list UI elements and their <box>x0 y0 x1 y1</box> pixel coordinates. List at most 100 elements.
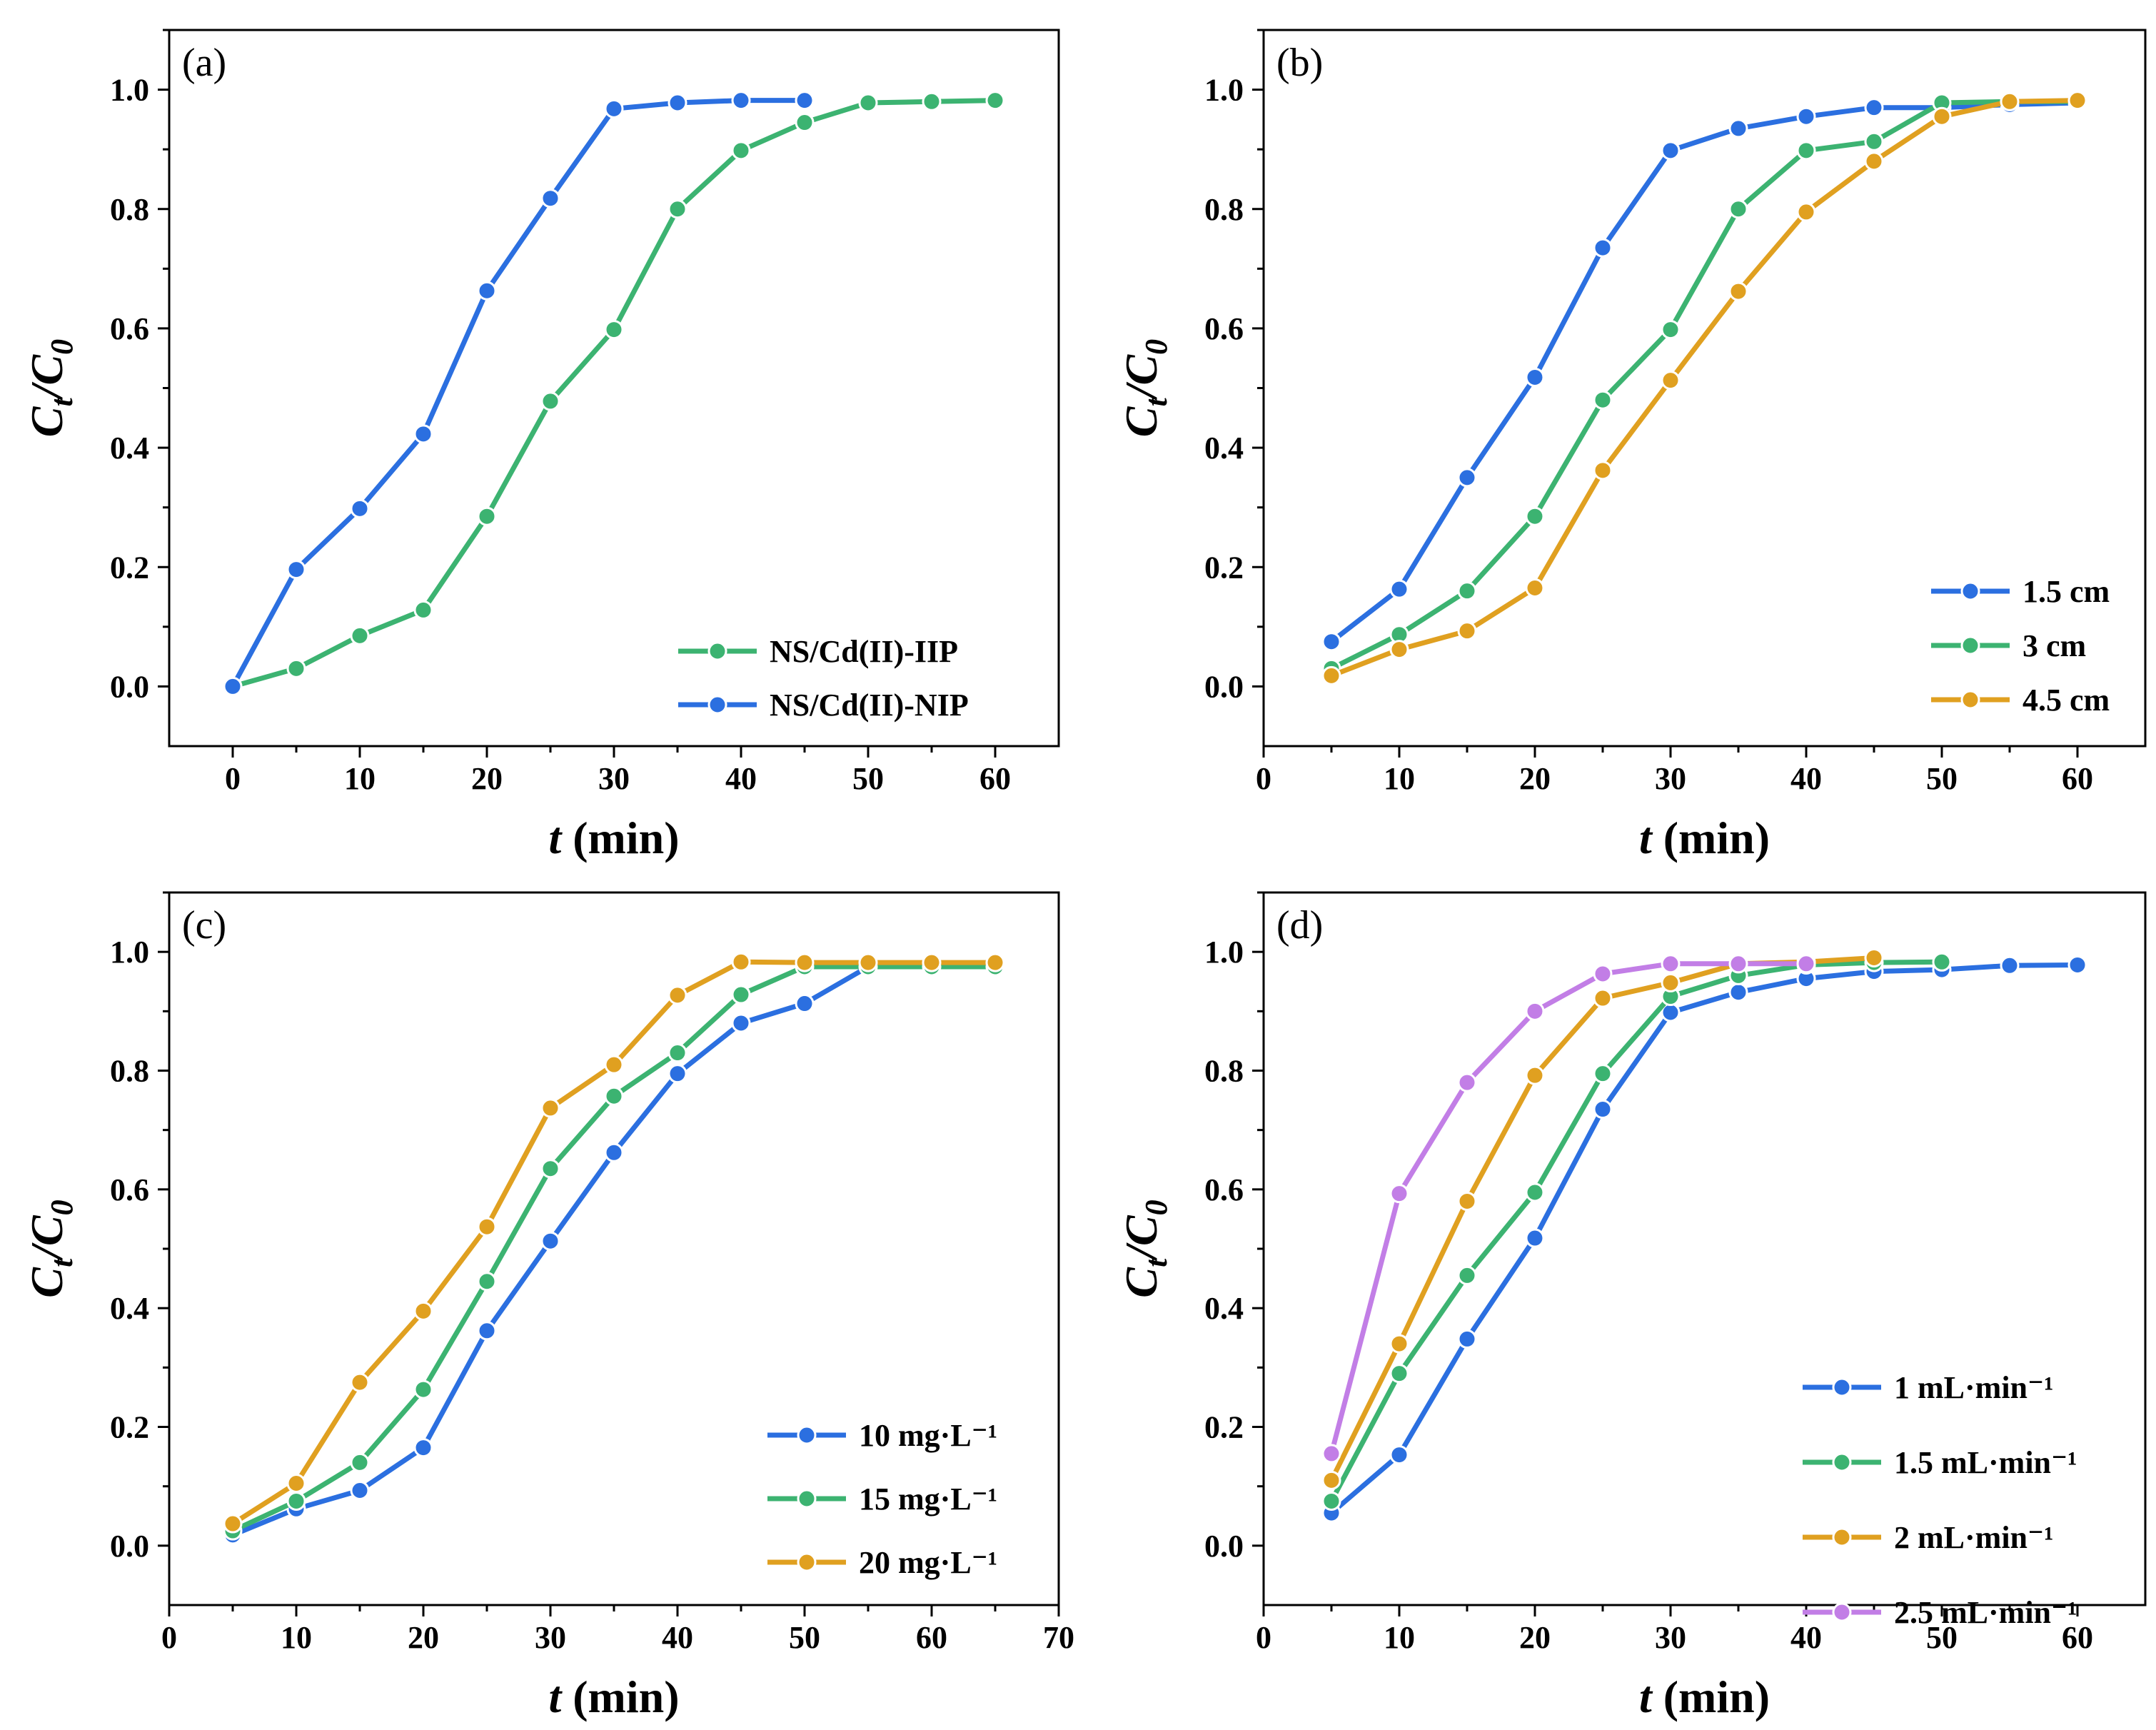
x-axis-title: t (min) <box>548 1671 679 1722</box>
data-point <box>2000 91 2020 111</box>
data-point <box>1728 982 1748 1002</box>
data-point <box>1593 461 1613 481</box>
data-point <box>1525 506 1545 526</box>
legend: NS/Cd(II)-IIP NS/Cd(II)-NIP <box>678 634 969 723</box>
series-4 <box>1321 954 1816 1464</box>
panel-b: 0 10 20 30 40 50 60 0.0 0.2 0.4 0.6 0.8 1.0 (b) t (min… <box>1116 29 2147 863</box>
x-tick-label: 60 <box>916 1620 947 1655</box>
series-1 <box>1321 955 2087 1523</box>
x-tick-label: 40 <box>725 761 757 796</box>
y-tick-label: 0.4 <box>110 431 149 466</box>
x-tick-label: 0 <box>1256 761 1271 796</box>
data-point <box>1593 1064 1613 1084</box>
data-point <box>1661 141 1681 161</box>
panel-d: 0 10 20 30 40 50 60 0.0 0.2 0.4 0.6 0.8 1.0 (d) t (min… <box>1116 891 2147 1722</box>
data-point <box>795 113 815 133</box>
data-point <box>477 1217 497 1237</box>
series-1 <box>1321 93 2087 652</box>
y-tick-label: 0.2 <box>1204 550 1244 585</box>
data-point <box>540 1098 560 1118</box>
data-point <box>922 91 942 111</box>
legend-label: 1 mL·min⁻¹ <box>1894 1370 2053 1405</box>
legend-marker <box>1832 1452 1852 1472</box>
data-point <box>1728 954 1748 974</box>
y-tick-label: 0.6 <box>1204 311 1244 346</box>
y-tick-label: 0.6 <box>110 1172 149 1207</box>
series-3 <box>1321 91 2087 685</box>
legend-marker <box>1960 635 1980 655</box>
x-tick-label: 60 <box>979 761 1011 796</box>
data-point <box>540 1159 560 1179</box>
series-2 <box>223 91 815 696</box>
y-tick-label: 0.4 <box>110 1291 149 1326</box>
y-tick-label: 1.0 <box>1204 935 1244 970</box>
legend-label: 3 cm <box>2022 628 2086 663</box>
x-tick-label: 30 <box>598 761 630 796</box>
data-point <box>477 1272 497 1292</box>
data-point <box>1525 1001 1545 1021</box>
panel-c: 0 10 20 30 40 50 60 70 0.0 0.2 0.4 0.6 0.8 1.0 (c) t (m… <box>21 891 1074 1722</box>
legend-label: 2.5 mL·min⁻¹ <box>1894 1595 2077 1630</box>
x-tick-label: 30 <box>1655 1620 1686 1655</box>
x-tick-label: 40 <box>1790 1620 1822 1655</box>
series-1 <box>223 91 1005 696</box>
y-tick-label: 0.6 <box>110 311 149 346</box>
x-tick-label: 50 <box>1926 761 1958 796</box>
data-point <box>1457 581 1477 601</box>
series-line <box>1329 955 1875 1482</box>
data-point <box>731 1013 751 1033</box>
data-point <box>477 281 497 301</box>
data-point <box>604 1142 624 1162</box>
legend-label: 4.5 cm <box>2022 683 2110 718</box>
data-point <box>1796 954 1816 974</box>
data-point <box>1321 1470 1341 1490</box>
y-tick-label: 0.6 <box>1204 1172 1244 1207</box>
data-point <box>1457 1072 1477 1092</box>
legend-label: NS/Cd(II)-NIP <box>770 688 969 723</box>
data-point <box>286 1491 306 1511</box>
data-point <box>350 1480 370 1500</box>
legend-marker <box>1960 690 1980 710</box>
x-tick-label: 0 <box>1256 1620 1271 1655</box>
x-tick-label: 0 <box>161 1620 177 1655</box>
series-line <box>232 98 996 689</box>
data-point <box>1389 1184 1409 1204</box>
data-point <box>1661 954 1681 974</box>
data-point <box>1864 947 1884 967</box>
data-point <box>350 625 370 645</box>
x-tick-label: 30 <box>1655 761 1686 796</box>
data-point <box>2067 91 2087 111</box>
data-point <box>1525 578 1545 598</box>
data-point <box>286 658 306 678</box>
data-point <box>350 1372 370 1392</box>
panel-label: (a) <box>182 41 226 85</box>
data-point <box>604 1055 624 1075</box>
data-point <box>1796 141 1816 161</box>
series-line <box>230 98 805 688</box>
y-tick-label: 0.8 <box>110 1054 149 1089</box>
legend: 10 mg·L⁻¹ 15 mg·L⁻¹ 20 mg·L⁻¹ <box>767 1418 997 1580</box>
series-line <box>1330 99 2077 671</box>
x-tick-label: 10 <box>281 1620 312 1655</box>
data-point <box>604 320 624 340</box>
data-point <box>1321 1444 1341 1464</box>
panel-label: (c) <box>182 903 226 947</box>
data-point <box>1593 1100 1613 1120</box>
x-tick-label: 30 <box>535 1620 566 1655</box>
data-point <box>1525 1182 1545 1202</box>
data-point <box>1389 1334 1409 1354</box>
x-tick-label: 20 <box>1519 761 1551 796</box>
data-point <box>1661 371 1681 391</box>
y-tick-label: 0.8 <box>1204 1054 1244 1089</box>
series-3 <box>223 952 1005 1534</box>
data-point <box>795 952 815 972</box>
legend: 1.5 cm 3 cm 4.5 cm <box>1931 574 2110 718</box>
data-point <box>413 1438 433 1458</box>
data-point <box>668 199 687 219</box>
data-point <box>985 91 1005 111</box>
legend-marker <box>707 641 727 661</box>
y-tick-label: 0.0 <box>110 1529 149 1564</box>
data-point <box>1457 1329 1477 1349</box>
panel-label: (b) <box>1276 41 1323 85</box>
data-point <box>1389 1364 1409 1384</box>
